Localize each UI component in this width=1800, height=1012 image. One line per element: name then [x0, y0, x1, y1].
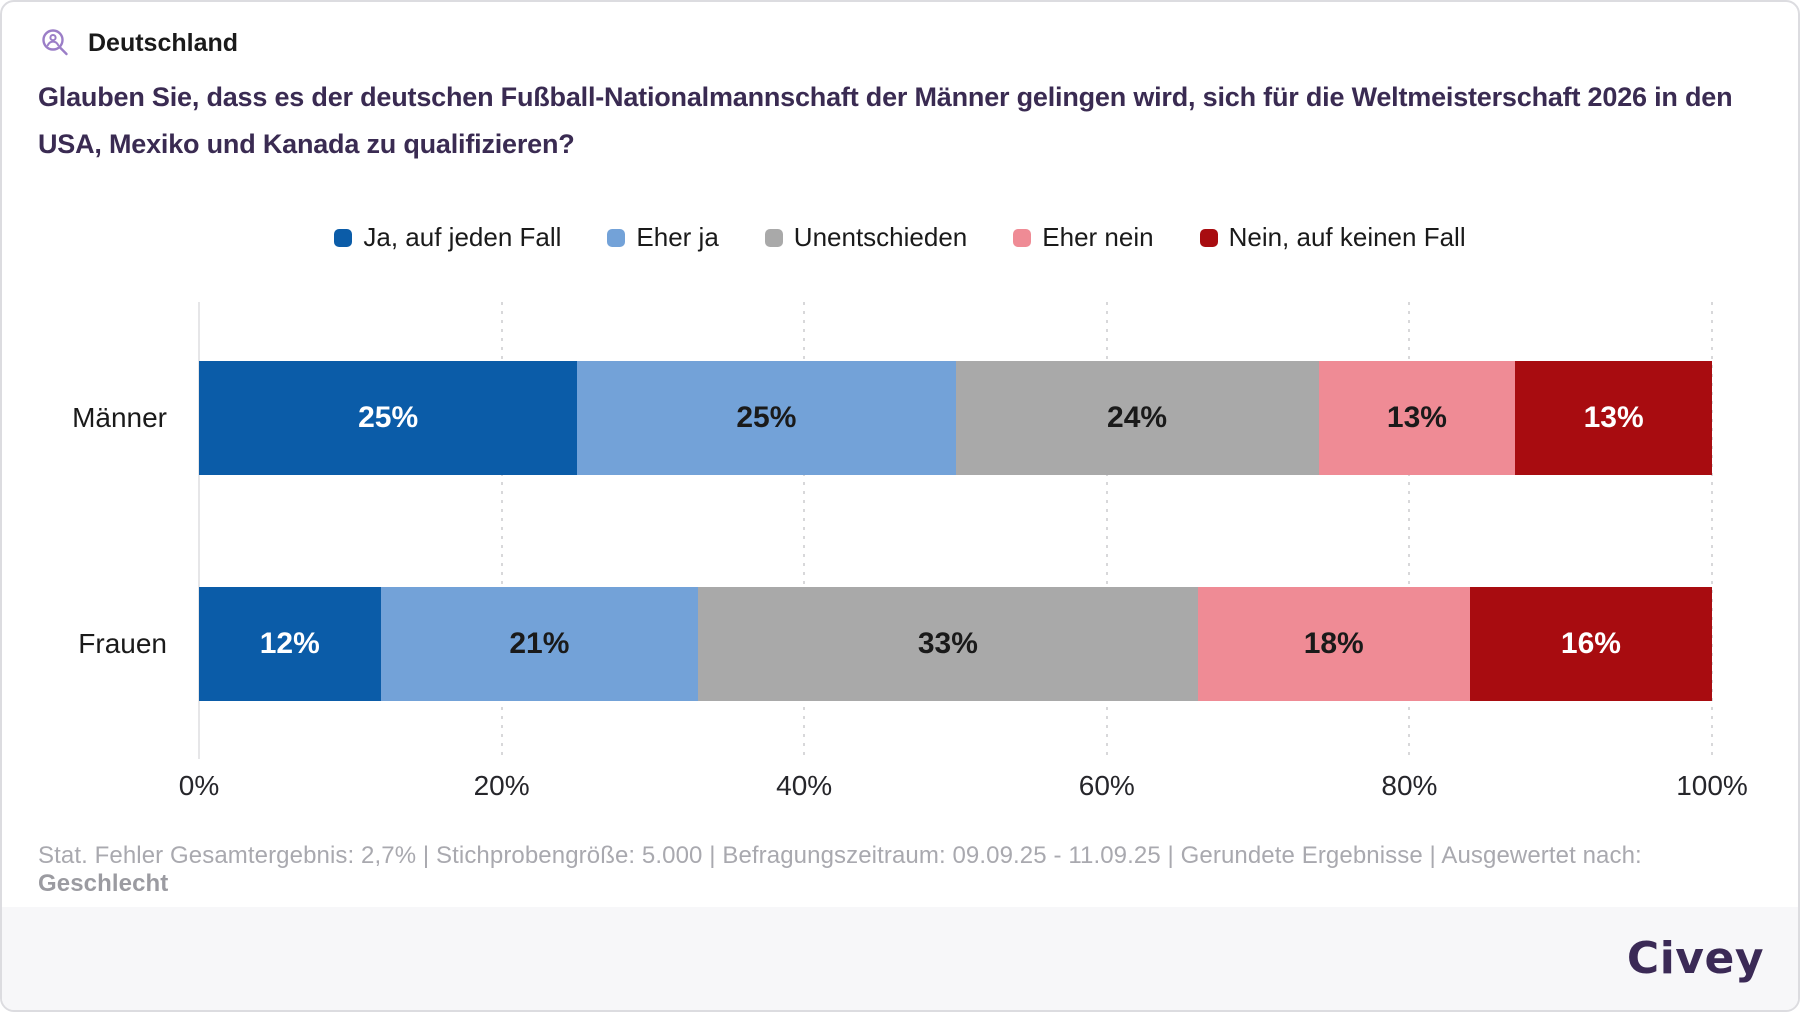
grid-line — [1408, 302, 1411, 759]
person-magnifier-icon — [40, 28, 70, 58]
bar-row: 12% 21% 33% 18% 16% — [199, 587, 1712, 701]
bar-value-label: 18% — [1303, 627, 1364, 660]
legend-swatch — [764, 228, 783, 247]
bar-value-label: 13% — [1386, 401, 1447, 434]
bar-value-label: 21% — [509, 627, 570, 660]
x-tick-label: 80% — [1381, 770, 1438, 801]
category-label: Frauen — [78, 628, 167, 659]
bar-value-label: 33% — [917, 627, 978, 660]
methodology-note: Stat. Fehler Gesamtergebnis: 2,7% | Stic… — [38, 842, 1768, 898]
x-tick-label: 60% — [1078, 770, 1135, 801]
legend-swatch — [1013, 228, 1032, 247]
legend-item: Ja, auf jeden Fall — [334, 222, 561, 253]
plot-area: 25% 25% 24% 13% 13% 12% 21% 33% 18% 16% — [198, 302, 1713, 759]
region-label: Deutschland — [88, 28, 239, 57]
civey-logo[interactable]: Civey — [1626, 933, 1764, 984]
poll-question: Glauben Sie, dass es der deutschen Fußba… — [38, 82, 1733, 159]
grid-line — [198, 302, 200, 759]
legend-swatch — [1199, 228, 1218, 247]
bar-value-label: 24% — [1107, 401, 1168, 434]
legend-label: Eher nein — [1042, 222, 1154, 252]
x-axis: 0% 20% 40% 60% 80% 100% — [179, 770, 1748, 810]
legend-item: Eher nein — [1013, 222, 1154, 253]
bar-value-label: 25% — [358, 401, 419, 434]
grid-line — [1105, 302, 1108, 759]
legend-label: Nein, auf keinen Fall — [1228, 222, 1466, 252]
grid-line — [1711, 302, 1713, 759]
legend-label: Ja, auf jeden Fall — [363, 222, 562, 252]
x-tick-label: 20% — [473, 770, 530, 801]
bar-segment: 13% — [1515, 361, 1712, 475]
bar-value-label: 12% — [259, 627, 320, 660]
bar-segment: 25% — [199, 361, 578, 475]
header: Deutschland — [40, 28, 238, 58]
legend-item: Unentschieden — [764, 222, 968, 253]
brand-band: Civey — [2, 907, 1798, 1010]
bar-segment: 25% — [577, 361, 956, 475]
legend-item: Nein, auf keinen Fall — [1199, 222, 1466, 253]
legend-item: Eher ja — [607, 222, 719, 253]
x-tick-label: 100% — [1676, 770, 1748, 801]
grid-line — [500, 302, 503, 759]
bar-segment: 12% — [199, 587, 381, 701]
bar-segment: 16% — [1469, 587, 1712, 701]
bar-value-label: 13% — [1583, 401, 1644, 434]
legend-label: Unentschieden — [793, 222, 968, 252]
bar-row: 25% 25% 24% 13% 13% — [199, 361, 1712, 475]
bar-segment: 24% — [955, 361, 1319, 475]
methodology-breakdown: Geschlecht — [38, 870, 169, 897]
bar-segment: 18% — [1197, 587, 1470, 701]
bar-segment: 33% — [698, 587, 1198, 701]
legend-swatch — [334, 228, 353, 247]
bar-value-label: 16% — [1560, 627, 1621, 660]
legend-swatch — [607, 228, 626, 247]
legend-label: Eher ja — [636, 222, 719, 252]
bar-value-label: 25% — [736, 401, 797, 434]
x-tick-label: 0% — [178, 770, 220, 801]
x-tick-label: 40% — [776, 770, 833, 801]
category-labels: Männer Frauen — [2, 302, 167, 759]
bar-segment: 21% — [380, 587, 699, 701]
grid-line — [803, 302, 806, 759]
category-label: Männer — [72, 402, 167, 433]
methodology-text: Stat. Fehler Gesamtergebnis: 2,7% | Stic… — [38, 842, 1642, 869]
chart-legend: Ja, auf jeden Fall Eher ja Unentschieden Eh… — [2, 222, 1798, 253]
bar-segment: 13% — [1318, 361, 1516, 475]
